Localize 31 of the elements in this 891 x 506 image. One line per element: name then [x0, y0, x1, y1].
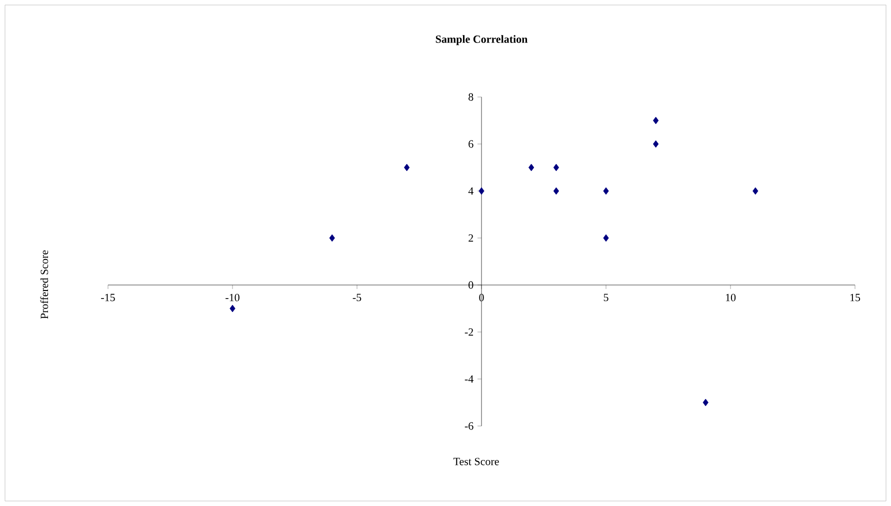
point: [603, 234, 609, 242]
x-tick-label: 10: [726, 294, 736, 302]
x-tick-label: -5: [352, 294, 362, 302]
y-tick-label: -2: [464, 328, 474, 336]
x-tick-label: 5: [604, 294, 608, 302]
y-tick-label: -6: [464, 422, 474, 430]
x-axis-title: Test Score: [453, 458, 499, 466]
x-tick-label: -15: [101, 294, 115, 302]
point: [652, 140, 659, 148]
x-tick-label: 15: [850, 294, 860, 302]
y-axis-title: Proffered Score: [40, 250, 48, 319]
x-tick-label: -10: [226, 294, 240, 302]
point: [603, 187, 609, 195]
y-tick-label: 8: [468, 93, 474, 101]
y-tick-label: -4: [464, 375, 474, 383]
y-tick-label: 2: [468, 234, 474, 242]
y-tick-label: 0: [468, 281, 474, 289]
point: [652, 116, 659, 124]
x-tick-label: 0: [479, 294, 484, 302]
y-tick-label: 4: [468, 187, 474, 195]
point: [478, 187, 484, 195]
point: [230, 304, 236, 312]
point: [553, 187, 560, 195]
point: [404, 164, 410, 172]
y-tick-label: 6: [468, 140, 474, 148]
point: [553, 164, 560, 172]
chart-title: Sample Correlation: [436, 35, 528, 46]
point: [528, 164, 534, 172]
point: [329, 234, 335, 242]
point: [702, 398, 708, 406]
point: [752, 187, 758, 195]
